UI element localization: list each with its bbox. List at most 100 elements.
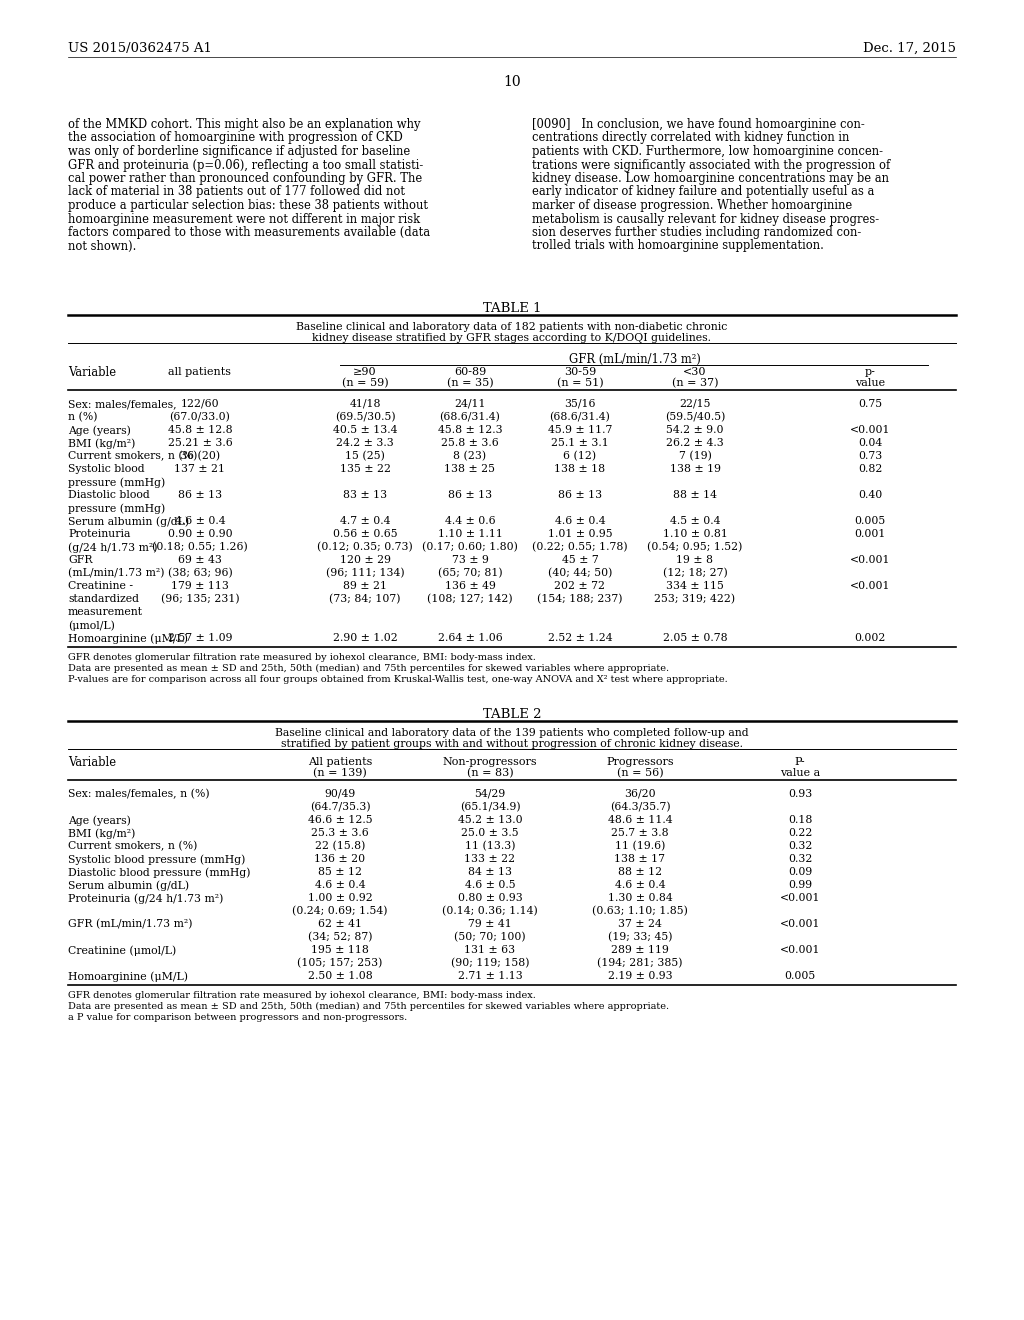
Text: metabolism is causally relevant for kidney disease progres-: metabolism is causally relevant for kidn… bbox=[532, 213, 880, 226]
Text: 7 (19): 7 (19) bbox=[679, 451, 712, 461]
Text: Serum albumin (g/dL): Serum albumin (g/dL) bbox=[68, 880, 189, 891]
Text: 25.21 ± 3.6: 25.21 ± 3.6 bbox=[168, 438, 232, 447]
Text: 195 ± 118: 195 ± 118 bbox=[311, 945, 369, 954]
Text: ≥90: ≥90 bbox=[353, 367, 377, 378]
Text: n (%): n (%) bbox=[68, 412, 97, 422]
Text: (194; 281; 385): (194; 281; 385) bbox=[597, 958, 683, 969]
Text: 83 ± 13: 83 ± 13 bbox=[343, 490, 387, 500]
Text: 4.5 ± 0.4: 4.5 ± 0.4 bbox=[670, 516, 720, 525]
Text: (n = 37): (n = 37) bbox=[672, 378, 718, 388]
Text: 25.0 ± 3.5: 25.0 ± 3.5 bbox=[461, 828, 519, 838]
Text: (0.22; 0.55; 1.78): (0.22; 0.55; 1.78) bbox=[532, 543, 628, 552]
Text: not shown).: not shown). bbox=[68, 239, 136, 252]
Text: (65; 70; 81): (65; 70; 81) bbox=[437, 568, 503, 578]
Text: (mL/min/1.73 m²): (mL/min/1.73 m²) bbox=[68, 568, 165, 578]
Text: Diastolic blood pressure (mmHg): Diastolic blood pressure (mmHg) bbox=[68, 867, 251, 878]
Text: 73 ± 9: 73 ± 9 bbox=[452, 554, 488, 565]
Text: Systolic blood pressure (mmHg): Systolic blood pressure (mmHg) bbox=[68, 854, 246, 865]
Text: 40.5 ± 13.4: 40.5 ± 13.4 bbox=[333, 425, 397, 436]
Text: 25.7 ± 3.8: 25.7 ± 3.8 bbox=[611, 828, 669, 838]
Text: (0.12; 0.35; 0.73): (0.12; 0.35; 0.73) bbox=[317, 543, 413, 552]
Text: (108; 127; 142): (108; 127; 142) bbox=[427, 594, 513, 605]
Text: 25.3 ± 3.6: 25.3 ± 3.6 bbox=[311, 828, 369, 838]
Text: 2.05 ± 0.78: 2.05 ± 0.78 bbox=[663, 634, 727, 643]
Text: 86 ± 13: 86 ± 13 bbox=[178, 490, 222, 500]
Text: TABLE 1: TABLE 1 bbox=[482, 302, 542, 315]
Text: Variable: Variable bbox=[68, 756, 116, 770]
Text: (64.3/35.7): (64.3/35.7) bbox=[609, 803, 671, 812]
Text: (64.7/35.3): (64.7/35.3) bbox=[309, 803, 371, 812]
Text: (154; 188; 237): (154; 188; 237) bbox=[538, 594, 623, 605]
Text: 4.6 ± 0.4: 4.6 ± 0.4 bbox=[314, 880, 366, 890]
Text: 11 (13.3): 11 (13.3) bbox=[465, 841, 515, 851]
Text: 54.2 ± 9.0: 54.2 ± 9.0 bbox=[667, 425, 724, 436]
Text: Data are presented as mean ± SD and 25th, 50th (median) and 75th percentiles for: Data are presented as mean ± SD and 25th… bbox=[68, 664, 669, 673]
Text: (68.6/31.4): (68.6/31.4) bbox=[439, 412, 501, 422]
Text: marker of disease progression. Whether homoarginine: marker of disease progression. Whether h… bbox=[532, 199, 852, 213]
Text: <0.001: <0.001 bbox=[850, 554, 890, 565]
Text: (12; 18; 27): (12; 18; 27) bbox=[663, 568, 727, 578]
Text: 0.002: 0.002 bbox=[854, 634, 886, 643]
Text: of the MMKD cohort. This might also be an explanation why: of the MMKD cohort. This might also be a… bbox=[68, 117, 421, 131]
Text: 0.82: 0.82 bbox=[858, 465, 883, 474]
Text: (38; 63; 96): (38; 63; 96) bbox=[168, 568, 232, 578]
Text: value: value bbox=[855, 378, 885, 388]
Text: 136 ± 20: 136 ± 20 bbox=[314, 854, 366, 865]
Text: Data are presented as mean ± SD and 25th, 50th (median) and 75th percentiles for: Data are presented as mean ± SD and 25th… bbox=[68, 1002, 669, 1011]
Text: BMI (kg/m²): BMI (kg/m²) bbox=[68, 828, 135, 838]
Text: <0.001: <0.001 bbox=[850, 581, 890, 591]
Text: 122/60: 122/60 bbox=[180, 399, 219, 409]
Text: Dec. 17, 2015: Dec. 17, 2015 bbox=[863, 42, 956, 55]
Text: Current smokers, n (%): Current smokers, n (%) bbox=[68, 451, 198, 462]
Text: 0.73: 0.73 bbox=[858, 451, 882, 461]
Text: 2.50 ± 1.08: 2.50 ± 1.08 bbox=[307, 972, 373, 981]
Text: 4.6 ± 0.5: 4.6 ± 0.5 bbox=[465, 880, 515, 890]
Text: 0.005: 0.005 bbox=[854, 516, 886, 525]
Text: 37 ± 24: 37 ± 24 bbox=[618, 919, 662, 929]
Text: centrations directly correlated with kidney function in: centrations directly correlated with kid… bbox=[532, 132, 849, 144]
Text: 1.00 ± 0.92: 1.00 ± 0.92 bbox=[307, 894, 373, 903]
Text: 48.6 ± 11.4: 48.6 ± 11.4 bbox=[607, 814, 673, 825]
Text: (0.14; 0.36; 1.14): (0.14; 0.36; 1.14) bbox=[442, 906, 538, 916]
Text: 35/16: 35/16 bbox=[564, 399, 596, 409]
Text: <30: <30 bbox=[683, 367, 707, 378]
Text: pressure (mmHg): pressure (mmHg) bbox=[68, 503, 165, 513]
Text: 0.90 ± 0.90: 0.90 ± 0.90 bbox=[168, 529, 232, 539]
Text: Non-progressors: Non-progressors bbox=[442, 756, 538, 767]
Text: GFR denotes glomerular filtration rate measured by iohexol clearance, BMI: body-: GFR denotes glomerular filtration rate m… bbox=[68, 991, 536, 1001]
Text: [0090]   In conclusion, we have found homoarginine con-: [0090] In conclusion, we have found homo… bbox=[532, 117, 864, 131]
Text: GFR denotes glomerular filtration rate measured by iohexol clearance, BMI: body-: GFR denotes glomerular filtration rate m… bbox=[68, 653, 536, 663]
Text: 30-59: 30-59 bbox=[564, 367, 596, 378]
Text: 4.6 ± 0.4: 4.6 ± 0.4 bbox=[614, 880, 666, 890]
Text: 0.22: 0.22 bbox=[787, 828, 812, 838]
Text: (0.24; 0.69; 1.54): (0.24; 0.69; 1.54) bbox=[292, 906, 388, 916]
Text: 136 ± 49: 136 ± 49 bbox=[444, 581, 496, 591]
Text: (65.1/34.9): (65.1/34.9) bbox=[460, 803, 520, 812]
Text: 1.10 ± 1.11: 1.10 ± 1.11 bbox=[437, 529, 503, 539]
Text: 79 ± 41: 79 ± 41 bbox=[468, 919, 512, 929]
Text: 22 (15.8): 22 (15.8) bbox=[314, 841, 366, 851]
Text: (n = 139): (n = 139) bbox=[313, 768, 367, 779]
Text: standardized: standardized bbox=[68, 594, 139, 605]
Text: (n = 51): (n = 51) bbox=[557, 378, 603, 388]
Text: 0.93: 0.93 bbox=[787, 789, 812, 799]
Text: (90; 119; 158): (90; 119; 158) bbox=[451, 958, 529, 969]
Text: All patients: All patients bbox=[308, 756, 372, 767]
Text: 0.04: 0.04 bbox=[858, 438, 882, 447]
Text: 4.7 ± 0.4: 4.7 ± 0.4 bbox=[340, 516, 390, 525]
Text: 138 ± 17: 138 ± 17 bbox=[614, 854, 666, 865]
Text: (n = 56): (n = 56) bbox=[616, 768, 664, 779]
Text: Homoarginine (μM/L): Homoarginine (μM/L) bbox=[68, 634, 188, 644]
Text: 45 ± 7: 45 ± 7 bbox=[561, 554, 598, 565]
Text: 179 ± 113: 179 ± 113 bbox=[171, 581, 229, 591]
Text: P-values are for comparison across all four groups obtained from Kruskal-Wallis : P-values are for comparison across all f… bbox=[68, 675, 728, 684]
Text: produce a particular selection bias: these 38 patients without: produce a particular selection bias: the… bbox=[68, 199, 428, 213]
Text: GFR (mL/min/1.73 m²): GFR (mL/min/1.73 m²) bbox=[569, 352, 701, 366]
Text: 19 ± 8: 19 ± 8 bbox=[677, 554, 714, 565]
Text: (n = 35): (n = 35) bbox=[446, 378, 494, 388]
Text: 0.005: 0.005 bbox=[784, 972, 816, 981]
Text: 69 ± 43: 69 ± 43 bbox=[178, 554, 222, 565]
Text: Age (years): Age (years) bbox=[68, 814, 131, 825]
Text: Diastolic blood: Diastolic blood bbox=[68, 490, 150, 500]
Text: 0.99: 0.99 bbox=[787, 880, 812, 890]
